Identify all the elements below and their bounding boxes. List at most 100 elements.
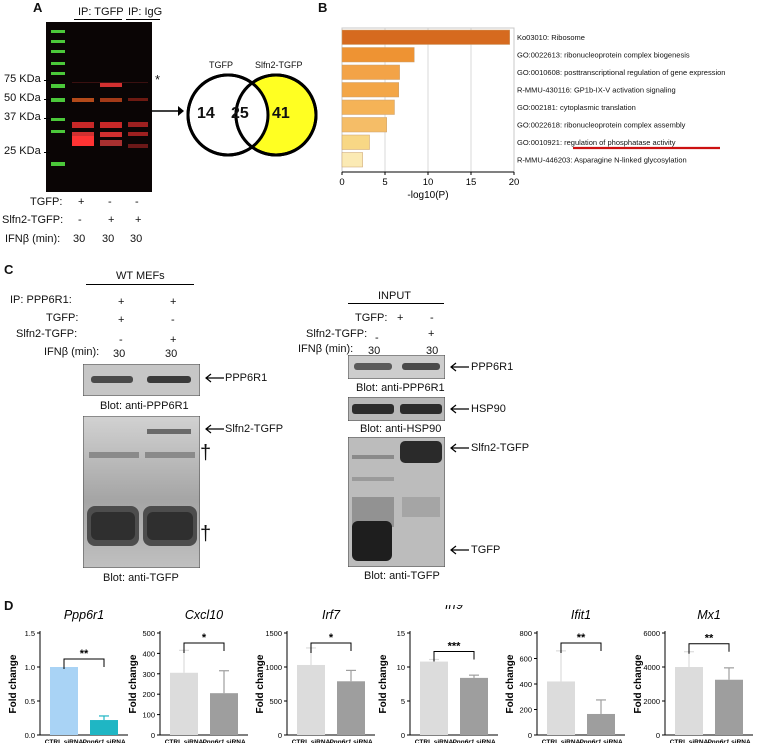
significance-bracket [560, 642, 602, 653]
significance-label: ** [705, 633, 714, 645]
bar [50, 667, 78, 735]
row-a-slfn2-v1: - [78, 214, 82, 226]
panel-b-letter: B [318, 0, 328, 15]
enrichment-bar-chart: Ko03010: Ribosome GO:0022613: ribonucleop… [339, 27, 725, 201]
marker-50-tick [44, 99, 50, 100]
bar [297, 664, 325, 735]
chart-title: Cxcl10 [185, 608, 223, 622]
significance-label: * [202, 632, 207, 644]
c-right-ifn-v1: 30 [368, 345, 381, 357]
enrichment-bar [341, 99, 395, 115]
significance-label: ** [577, 632, 586, 644]
arrow-ppp6r1-right-label: PPP6R1 [471, 361, 514, 373]
bar [460, 677, 488, 735]
enrichment-bar [341, 117, 387, 133]
y-tick-label: 0 [656, 731, 660, 740]
x-category-label: Ppp6r1 siRNA [329, 739, 373, 743]
c-left-slfn2-v1: - [119, 334, 123, 346]
ip-igg-label: IP: IgG [128, 6, 163, 18]
x-category-label: Ppp6r1 siRNA [82, 739, 126, 743]
blot-left-1-caption: Blot: anti-PPP6R1 [100, 400, 189, 412]
c-left-tgfp-label: TGFP: [46, 312, 79, 324]
x-category-label: CTRL siRNA [165, 739, 204, 743]
significance-label: *** [448, 641, 462, 653]
term-label: Ko03010: Ribosome [517, 33, 585, 42]
c-right-tgfp-v2: - [430, 312, 434, 324]
y-tick-label: 600 [519, 655, 532, 664]
marker-37: 37 KDa [4, 111, 41, 123]
venn-right-count: 41 [272, 105, 290, 122]
arrow-ppp6r1-right [450, 362, 469, 372]
significance-label: * [329, 632, 334, 644]
c-left-tgfp-v2: - [171, 314, 175, 326]
y-tick-label: 800 [519, 629, 532, 638]
enrichment-bar [341, 152, 363, 168]
y-tick-label: 2000 [643, 697, 660, 706]
bar [170, 672, 198, 735]
term-label: R-MMU-446203: Asparagine N-linked glycos… [517, 156, 687, 165]
row-a-slfn2-v2: + [108, 214, 115, 226]
significance-bracket [310, 642, 352, 653]
blot-ip-tgfp [83, 416, 200, 568]
marker-25-tick [44, 152, 50, 153]
western-blot-image [46, 22, 152, 192]
row-a-slfn2-label: Slfn2-TGFP: [2, 214, 64, 226]
c-left-slfn2-label: Slfn2-TGFP: [16, 328, 78, 340]
blot-right-3-caption: Blot: anti-TGFP [364, 570, 440, 582]
term-label: GO:0022613: ribonucleoprotein complex bi… [517, 51, 690, 60]
significance-label: ** [80, 648, 89, 660]
blot-right-1-caption: Blot: anti-PPP6R1 [356, 382, 445, 394]
blot-input-tgfp [348, 437, 445, 567]
blot-input-hsp90 [348, 397, 445, 421]
x-category-label: CTRL siRNA [542, 739, 581, 743]
y-tick-label: 100 [142, 711, 155, 720]
bar [337, 681, 365, 735]
bar [210, 693, 238, 735]
y-axis-label: Fold change [505, 654, 516, 713]
enrichment-bar [341, 29, 510, 45]
enrichment-bar [341, 64, 400, 80]
arrow-ppp6r1-left-label: PPP6R1 [225, 372, 268, 384]
y-tick-label: 1.0 [25, 663, 35, 672]
c-left-ifn-label: IFNβ (min): [44, 346, 100, 358]
marker-37-tick [44, 118, 50, 119]
arrow-tgfp-label: TGFP [471, 544, 501, 556]
c-left-ifn-v2: 30 [165, 348, 178, 360]
y-tick-label: 5 [401, 697, 405, 706]
y-axis-label: Fold change [378, 654, 389, 713]
row-a-tgfp-label: TGFP: [30, 196, 63, 208]
c-right-ifn-label: IFNβ (min): [298, 343, 354, 355]
x-category-label: Ppp6r1 siRNA [707, 739, 751, 743]
term-label: GO:0022618: ribonucleoprotein complex as… [517, 121, 686, 130]
y-tick-label: 1500 [265, 629, 282, 638]
panel-d-letter: D [4, 598, 14, 613]
arrow-tgfp [450, 545, 469, 555]
blot-ip-ppp6r1 [83, 364, 200, 396]
x-category-label: Ppp6r1 siRNA [202, 739, 246, 743]
chart-title: Mx1 [697, 608, 721, 622]
x-tick-label: 5 [382, 177, 387, 188]
marker-75: 75 KDa [4, 73, 41, 85]
y-tick-label: 500 [269, 697, 282, 706]
y-tick-label: 0.0 [25, 731, 35, 740]
y-tick-label: 200 [519, 706, 532, 715]
blot-input-ppp6r1 [348, 355, 445, 379]
marker-50: 50 KDa [4, 92, 41, 104]
c-right-slfn2-v2: + [428, 328, 435, 340]
venn-left-count: 14 [197, 105, 215, 122]
x-category-label: CTRL siRNA [415, 739, 454, 743]
x-category-label: CTRL siRNA [45, 739, 84, 743]
ip-igg-underline [126, 19, 160, 20]
chart-title: Irf7 [322, 608, 341, 622]
enrichment-bar [341, 134, 370, 150]
panel-a-letter: A [33, 0, 43, 15]
venn-overlap-count: 25 [231, 105, 249, 122]
c-left-ip-v1: + [118, 296, 125, 308]
marker-25: 25 KDa [4, 145, 41, 157]
c-left-ip-label: IP: PPP6R1: [10, 294, 72, 306]
term-label: GO:002181: cytoplasmic translation [517, 103, 636, 112]
c-left-tgfp-v1: + [118, 314, 125, 326]
ip-tgfp-label: IP: TGFP [78, 6, 124, 18]
venn-diagram [186, 73, 318, 157]
significance-bracket [183, 642, 225, 653]
